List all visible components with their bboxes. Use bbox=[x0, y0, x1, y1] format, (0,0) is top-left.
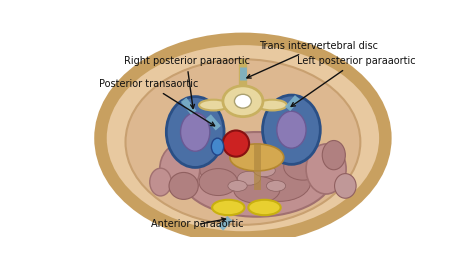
Circle shape bbox=[223, 131, 249, 157]
Ellipse shape bbox=[126, 59, 360, 225]
Ellipse shape bbox=[335, 174, 356, 198]
Ellipse shape bbox=[234, 176, 280, 203]
Ellipse shape bbox=[266, 181, 286, 191]
Ellipse shape bbox=[199, 144, 268, 190]
Ellipse shape bbox=[169, 172, 198, 200]
Ellipse shape bbox=[181, 113, 210, 151]
Text: Right posterior paraaortic: Right posterior paraaortic bbox=[124, 56, 250, 109]
Ellipse shape bbox=[212, 200, 245, 215]
Ellipse shape bbox=[160, 144, 200, 194]
Text: Trans intervertebral disc: Trans intervertebral disc bbox=[247, 41, 378, 78]
Ellipse shape bbox=[223, 86, 263, 117]
Ellipse shape bbox=[284, 153, 322, 180]
Ellipse shape bbox=[248, 200, 281, 215]
Ellipse shape bbox=[228, 181, 247, 191]
Ellipse shape bbox=[166, 97, 224, 167]
Ellipse shape bbox=[257, 100, 287, 110]
Ellipse shape bbox=[235, 94, 251, 108]
Ellipse shape bbox=[230, 144, 284, 171]
Ellipse shape bbox=[254, 164, 275, 177]
Ellipse shape bbox=[322, 140, 346, 170]
Ellipse shape bbox=[263, 95, 320, 164]
Text: Posterior transaortic: Posterior transaortic bbox=[99, 79, 215, 126]
Ellipse shape bbox=[306, 144, 346, 194]
Text: Left posterior paraaortic: Left posterior paraaortic bbox=[291, 56, 415, 106]
Ellipse shape bbox=[100, 39, 385, 238]
Ellipse shape bbox=[199, 100, 228, 110]
Ellipse shape bbox=[211, 138, 224, 155]
Ellipse shape bbox=[267, 104, 304, 144]
Text: Anterior paraaortic: Anterior paraaortic bbox=[151, 218, 244, 229]
Ellipse shape bbox=[182, 104, 219, 144]
Ellipse shape bbox=[237, 171, 261, 185]
Ellipse shape bbox=[180, 132, 334, 217]
Ellipse shape bbox=[199, 169, 237, 196]
Ellipse shape bbox=[150, 168, 171, 196]
Ellipse shape bbox=[249, 163, 310, 201]
Ellipse shape bbox=[277, 111, 306, 148]
